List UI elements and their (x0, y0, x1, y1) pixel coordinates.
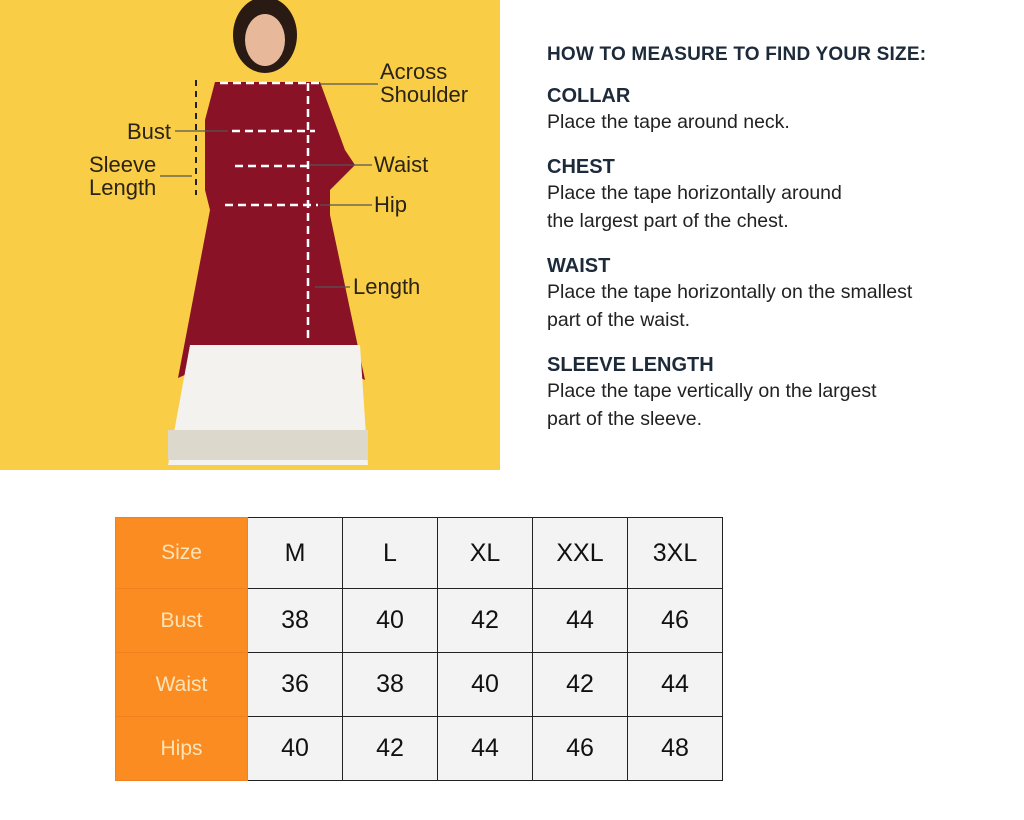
row-header: Hips (115, 716, 248, 781)
section-title: COLLAR (547, 85, 631, 107)
section-text: Place the tape horizontally on the small… (547, 281, 913, 303)
table-cell: 38 (247, 588, 343, 653)
label-waist: Waist (374, 152, 429, 177)
measure-guide: HOW TO MEASURE TO FIND YOUR SIZE: COLLAR… (547, 44, 1007, 452)
label-bust: Bust (127, 119, 172, 144)
label-hip: Hip (374, 192, 408, 217)
size-chart-table: Size M L XL XXL 3XL Bust 38 40 42 44 46 Waist 36 38 40 4… (115, 517, 723, 781)
table-cell: L (342, 517, 438, 589)
section-text: Place the tape around neck. (547, 111, 790, 133)
label-sleeve: Sleeve (89, 152, 157, 177)
model-illustration (160, 0, 378, 465)
section-sleeve-length: SLEEVE LENGTH Place the tape vertically … (547, 353, 1007, 433)
label-sleeve-length: Length (89, 175, 157, 200)
table-row: Bust 38 40 42 44 46 (115, 588, 723, 653)
section-title: SLEEVE LENGTH (547, 354, 714, 376)
table-cell: XL (437, 517, 533, 589)
label-shoulder: Shoulder (380, 82, 469, 107)
table-cell: 3XL (627, 517, 723, 589)
section-chest: CHEST Place the tape horizontally around… (547, 155, 1007, 235)
row-header: Size (115, 517, 248, 589)
section-text: Place the tape horizontally around (547, 182, 842, 204)
table-cell: 42 (342, 716, 438, 781)
table-cell: M (247, 517, 343, 589)
table-cell: 48 (627, 716, 723, 781)
section-title: CHEST (547, 156, 615, 178)
table-cell: 46 (532, 716, 628, 781)
table-row: Hips 40 42 44 46 48 (115, 716, 723, 781)
table-cell: 44 (532, 588, 628, 653)
table-cell: 44 (437, 716, 533, 781)
table-cell: 40 (247, 716, 343, 781)
row-header: Bust (115, 588, 248, 653)
section-collar: COLLAR Place the tape around neck. (547, 84, 1007, 136)
table-cell: XXL (532, 517, 628, 589)
section-text: Place the tape vertically on the largest (547, 380, 877, 402)
model-diagram: Across Shoulder Bust Sleeve Length Waist… (0, 0, 500, 470)
label-across: Across (380, 59, 448, 84)
section-text: part of the waist. (547, 309, 691, 331)
section-text: part of the sleeve. (547, 408, 703, 430)
table-cell: 44 (627, 652, 723, 717)
table-cell: 42 (437, 588, 533, 653)
table-cell: 38 (342, 652, 438, 717)
section-text: the largest part of the chest. (547, 210, 789, 232)
guide-heading: HOW TO MEASURE TO FIND YOUR SIZE: (547, 44, 927, 65)
table-cell: 40 (342, 588, 438, 653)
table-cell: 36 (247, 652, 343, 717)
table-row: Size M L XL XXL 3XL (115, 517, 723, 589)
table-cell: 40 (437, 652, 533, 717)
table-cell: 46 (627, 588, 723, 653)
table-row: Waist 36 38 40 42 44 (115, 652, 723, 717)
row-header: Waist (115, 652, 248, 717)
label-length: Length (353, 274, 421, 299)
section-waist: WAIST Place the tape horizontally on the… (547, 254, 1007, 334)
section-title: WAIST (547, 255, 611, 277)
table-cell: 42 (532, 652, 628, 717)
